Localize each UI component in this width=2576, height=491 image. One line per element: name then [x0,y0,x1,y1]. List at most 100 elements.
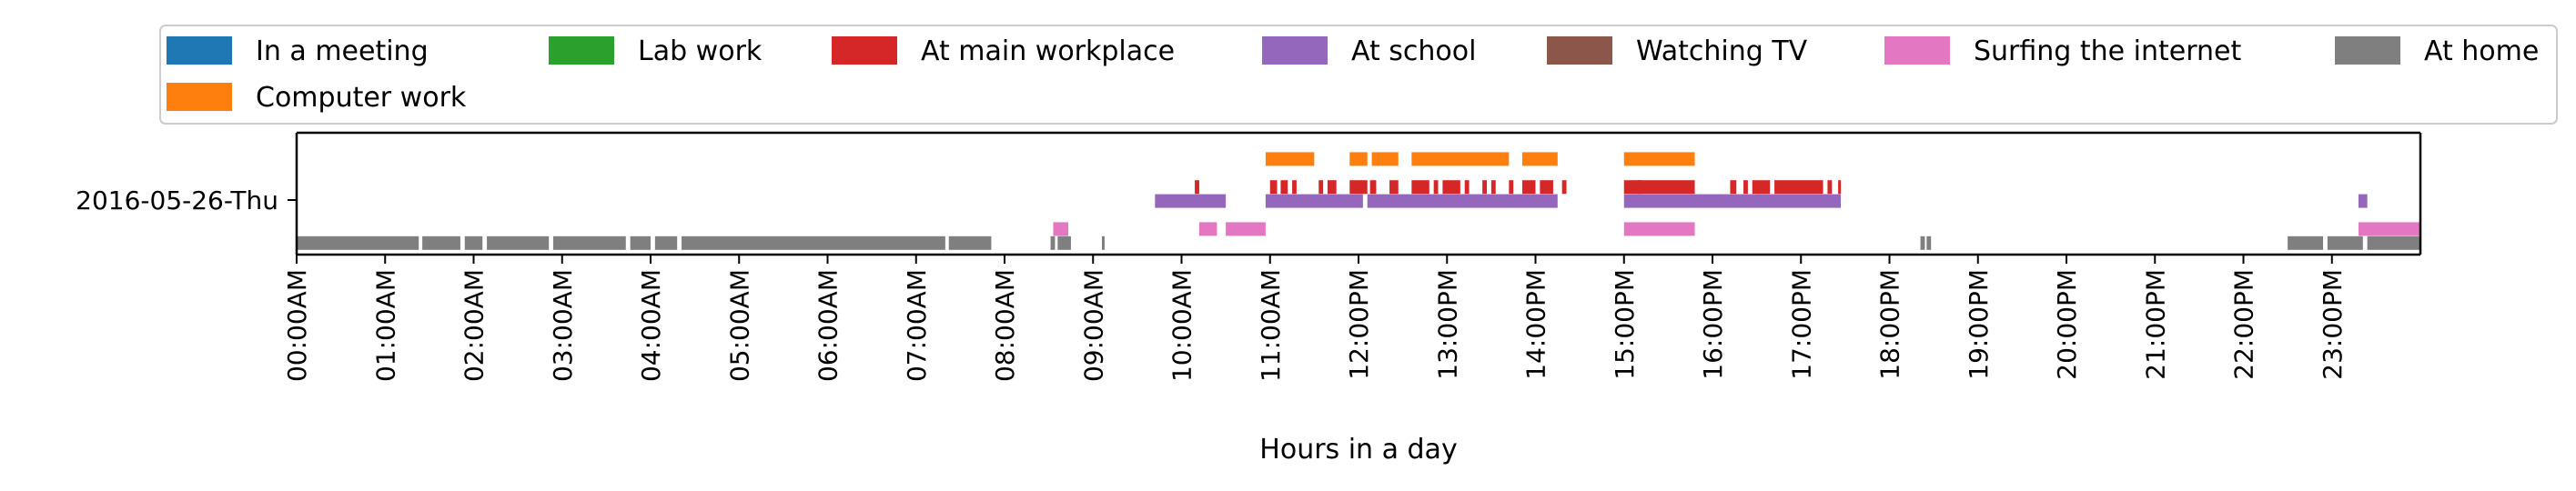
x-tick-label: 14:00PM [1521,269,1551,380]
bar-at-main-workplace-25 [1827,180,1833,195]
x-tick-label: 05:00AM [724,269,754,382]
bar-at-home-4 [553,235,626,250]
legend-swatch-surfing-the-internet [1884,36,1950,65]
bar-surfing-the-internet-2 [1226,222,1266,236]
axes: 00:00AM 01:00AM 02:00AM 03:00AM 04:00AM 05:00… [76,131,2422,466]
bar-at-main-workplace-8 [1389,180,1399,195]
bar-surfing-the-internet-3 [1623,222,1695,236]
bar-at-home-11 [1101,235,1105,250]
bar-at-home-2 [464,235,483,250]
legend-swatch-at-school [1262,36,1328,65]
legend-swatch-watching-tv [1547,36,1612,65]
x-tick-label: 03:00AM [548,269,578,382]
x-tick-label: 13:00PM [1432,269,1462,380]
bar-at-main-workplace-22 [1743,180,1748,195]
x-tick-label: 17:00PM [1786,269,1816,380]
x-tick-label: 01:00AM [370,269,400,382]
bar-at-home-0 [297,235,419,250]
bar-at-home-7 [682,235,945,250]
legend-swatch-computer-work [167,83,232,111]
x-tick-label: 08:00AM [990,269,1020,382]
bar-computer-work-1 [1349,152,1368,166]
bar-at-main-workplace-7 [1369,180,1377,195]
bar-at-main-workplace-6 [1349,180,1368,195]
bar-at-main-workplace-4 [1318,180,1324,195]
x-tick-label: 06:00AM [813,269,844,382]
bar-at-main-workplace-5 [1327,180,1337,195]
x-tick-label: 12:00PM [1344,269,1374,380]
x-tick-label: 02:00AM [460,269,490,382]
bar-at-main-workplace-26 [1838,180,1842,195]
x-tick-label: 15:00PM [1610,269,1640,380]
legend-label-computer-work: Computer work [256,82,467,114]
legend-label-at-main-workplace: At main workplace [921,35,1175,67]
x-tick-label: 19:00PM [1964,269,1994,380]
legend-swatch-at-home [2335,36,2400,65]
legend-label-in-a-meeting: In a meeting [256,35,429,67]
bar-surfing-the-internet-4 [2358,222,2420,236]
bar-at-main-workplace-2 [1280,180,1288,195]
x-tick-label: 07:00AM [902,269,932,382]
x-tick-label: 09:00AM [1078,269,1108,382]
x-tick-label: 23:00PM [2318,269,2348,380]
legend-label-at-school: At school [1351,35,1476,67]
legend-box [159,25,2558,125]
bar-at-home-8 [948,235,992,250]
legend-label-surfing-the-internet: Surfing the internet [1974,35,2241,67]
bar-at-home-10 [1057,235,1071,250]
bar-computer-work-5 [1623,152,1695,166]
legend-swatch-in-a-meeting [167,36,232,65]
activity-bars [297,152,2420,250]
x-tick-label: 10:00AM [1167,269,1197,382]
bar-at-home-3 [487,235,550,250]
bar-at-main-workplace-15 [1509,180,1514,195]
bar-at-home-9 [1050,235,1056,250]
bar-at-school-0 [1155,194,1227,208]
bar-at-school-4 [2358,194,2368,208]
bar-at-main-workplace-12 [1464,180,1470,195]
bar-at-main-workplace-16 [1521,180,1536,195]
bar-at-home-16 [2367,235,2420,250]
bar-at-main-workplace-3 [1292,180,1297,195]
bar-at-home-14 [2288,235,2324,250]
legend-label-at-home: At home [2424,35,2539,67]
bar-at-main-workplace-9 [1411,180,1429,195]
x-tick-label: 11:00AM [1256,269,1286,382]
legend-label-watching-tv: Watching TV [1636,35,1808,67]
bar-computer-work-3 [1411,152,1510,166]
bar-at-home-13 [1926,235,1932,250]
bar-at-home-1 [422,235,460,250]
legend-label-lab-work: Lab work [638,35,763,67]
bar-at-main-workplace-0 [1195,180,1199,195]
bar-at-main-workplace-1 [1269,180,1278,195]
legend: In a meeting Computer work Lab work At main… [159,25,2558,125]
x-tick-label: 20:00PM [2052,269,2082,380]
bar-at-home-5 [630,235,651,250]
x-tick-label: 16:00PM [1698,269,1728,380]
bar-at-main-workplace-19 [1623,180,1695,195]
x-tick-label: 18:00PM [1875,269,1905,380]
bar-computer-work-2 [1371,152,1399,166]
bar-at-main-workplace-24 [1774,180,1823,195]
bar-at-main-workplace-13 [1482,180,1488,195]
legend-swatch-at-main-workplace [832,36,897,65]
bar-at-school-1 [1265,194,1363,208]
bar-at-home-12 [1920,235,1925,250]
x-tick-label: 22:00PM [2229,269,2259,380]
bar-at-home-6 [654,235,678,250]
x-tick-label: 00:00AM [282,269,312,382]
legend-swatch-lab-work [549,36,614,65]
bar-at-home-15 [2327,235,2363,250]
bar-at-main-workplace-20 [1637,180,1642,195]
bar-computer-work-4 [1521,152,1558,166]
bar-at-main-workplace-10 [1433,180,1439,195]
bar-surfing-the-internet-1 [1198,222,1217,236]
x-tick-label: 04:00AM [636,269,666,382]
bar-at-school-2 [1367,194,1558,208]
x-tick-label: 21:00PM [2140,269,2170,380]
bar-at-school-3 [1623,194,1842,208]
bar-at-main-workplace-14 [1490,180,1496,195]
bar-at-main-workplace-17 [1540,180,1553,195]
x-axis-label: Hours in a day [1259,434,1457,466]
